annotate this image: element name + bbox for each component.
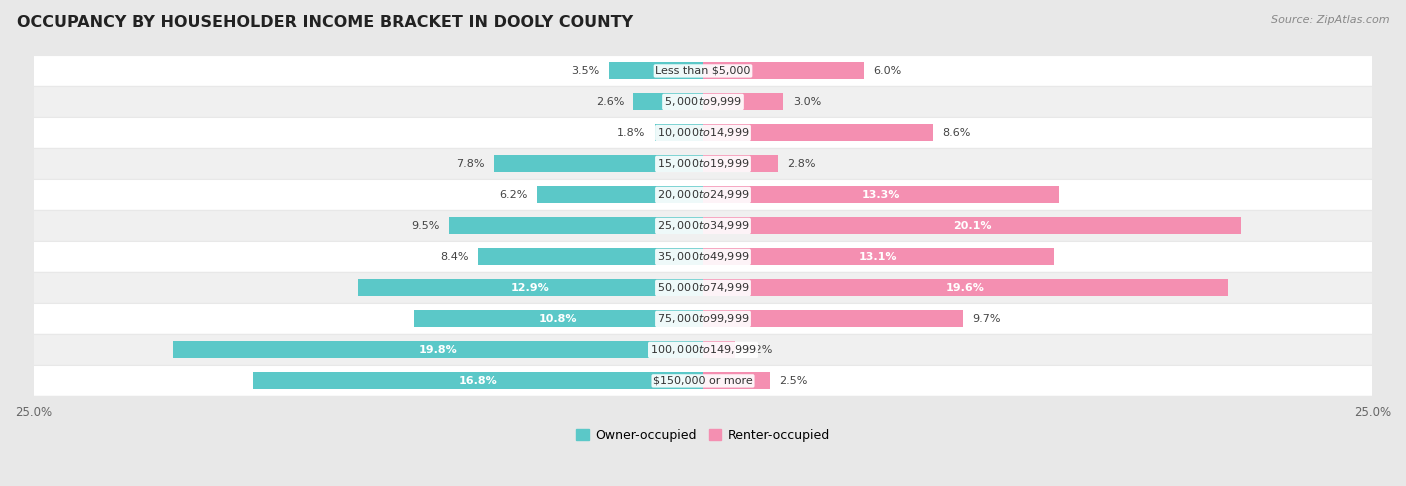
Bar <box>494 156 703 173</box>
Bar <box>478 248 703 265</box>
Bar <box>703 248 1053 265</box>
Bar <box>655 124 703 141</box>
Bar <box>537 187 703 204</box>
Text: 2.6%: 2.6% <box>596 97 624 107</box>
Text: $10,000 to $14,999: $10,000 to $14,999 <box>657 126 749 139</box>
FancyBboxPatch shape <box>34 211 1372 241</box>
Bar <box>173 341 703 358</box>
Bar <box>703 62 863 79</box>
Text: $75,000 to $99,999: $75,000 to $99,999 <box>657 312 749 326</box>
Text: Source: ZipAtlas.com: Source: ZipAtlas.com <box>1271 15 1389 25</box>
Text: $15,000 to $19,999: $15,000 to $19,999 <box>657 157 749 171</box>
Text: 6.2%: 6.2% <box>499 190 527 200</box>
Bar <box>253 372 703 389</box>
FancyBboxPatch shape <box>34 180 1372 210</box>
Text: $150,000 or more: $150,000 or more <box>654 376 752 386</box>
Text: 13.3%: 13.3% <box>862 190 900 200</box>
Bar <box>703 217 1241 234</box>
Text: 8.6%: 8.6% <box>942 128 972 138</box>
Bar <box>703 124 934 141</box>
Bar <box>357 279 703 296</box>
FancyBboxPatch shape <box>34 273 1372 303</box>
FancyBboxPatch shape <box>34 242 1372 272</box>
Text: 13.1%: 13.1% <box>859 252 897 262</box>
Text: 3.0%: 3.0% <box>793 97 821 107</box>
Bar <box>449 217 703 234</box>
FancyBboxPatch shape <box>34 304 1372 334</box>
Text: OCCUPANCY BY HOUSEHOLDER INCOME BRACKET IN DOOLY COUNTY: OCCUPANCY BY HOUSEHOLDER INCOME BRACKET … <box>17 15 633 30</box>
Text: 16.8%: 16.8% <box>458 376 498 386</box>
Text: 9.5%: 9.5% <box>411 221 439 231</box>
Bar <box>703 311 963 328</box>
FancyBboxPatch shape <box>34 56 1372 86</box>
FancyBboxPatch shape <box>34 366 1372 396</box>
Text: 1.8%: 1.8% <box>617 128 645 138</box>
Legend: Owner-occupied, Renter-occupied: Owner-occupied, Renter-occupied <box>571 424 835 447</box>
FancyBboxPatch shape <box>34 118 1372 148</box>
Text: 8.4%: 8.4% <box>440 252 468 262</box>
Bar <box>703 341 735 358</box>
Text: 19.8%: 19.8% <box>419 345 457 355</box>
Bar <box>703 187 1059 204</box>
Bar <box>413 311 703 328</box>
FancyBboxPatch shape <box>34 335 1372 365</box>
Text: $25,000 to $34,999: $25,000 to $34,999 <box>657 219 749 232</box>
Text: 6.0%: 6.0% <box>873 66 901 76</box>
Text: 12.9%: 12.9% <box>510 283 550 293</box>
FancyBboxPatch shape <box>34 87 1372 117</box>
Bar <box>609 62 703 79</box>
Text: 1.2%: 1.2% <box>745 345 773 355</box>
Text: 2.8%: 2.8% <box>787 159 815 169</box>
Text: 9.7%: 9.7% <box>972 314 1001 324</box>
Text: $5,000 to $9,999: $5,000 to $9,999 <box>664 95 742 108</box>
Text: 10.8%: 10.8% <box>538 314 578 324</box>
Text: 2.5%: 2.5% <box>779 376 807 386</box>
Text: 7.8%: 7.8% <box>457 159 485 169</box>
Text: 20.1%: 20.1% <box>953 221 991 231</box>
Bar <box>703 372 770 389</box>
Text: 3.5%: 3.5% <box>572 66 600 76</box>
Text: Less than $5,000: Less than $5,000 <box>655 66 751 76</box>
Bar <box>703 93 783 110</box>
Text: $50,000 to $74,999: $50,000 to $74,999 <box>657 281 749 295</box>
FancyBboxPatch shape <box>34 149 1372 179</box>
Bar <box>703 156 778 173</box>
Bar <box>703 279 1227 296</box>
Bar <box>633 93 703 110</box>
Text: $100,000 to $149,999: $100,000 to $149,999 <box>650 344 756 356</box>
Text: $20,000 to $24,999: $20,000 to $24,999 <box>657 189 749 201</box>
Text: $35,000 to $49,999: $35,000 to $49,999 <box>657 250 749 263</box>
Text: 19.6%: 19.6% <box>946 283 984 293</box>
